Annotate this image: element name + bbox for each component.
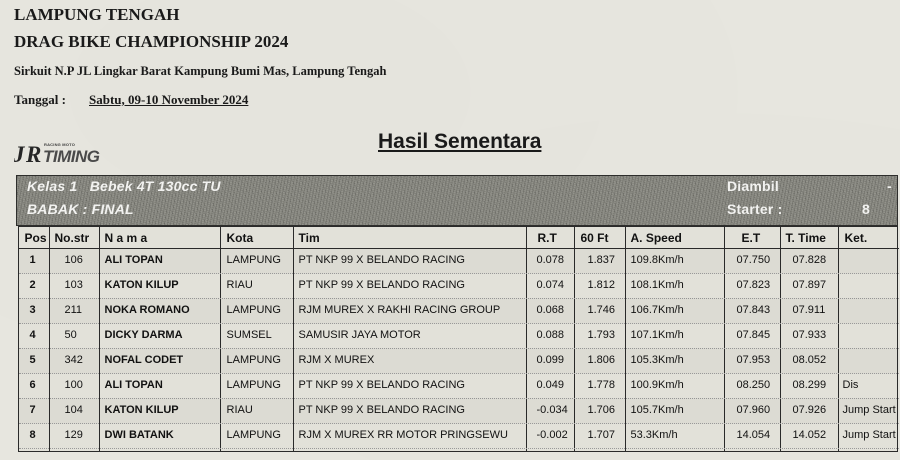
svg-text:TIMING: TIMING [43,147,100,166]
svg-text:R: R [25,142,41,167]
svg-text:J: J [14,142,26,167]
